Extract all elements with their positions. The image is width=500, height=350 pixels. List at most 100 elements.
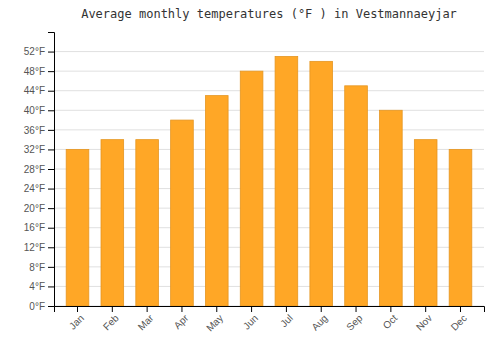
x-tick-label: Mar [136, 312, 156, 332]
x-tick-mark [425, 306, 426, 312]
y-tick: 16°F [24, 222, 54, 233]
y-tick-label: 4°F [29, 281, 45, 292]
x-tick-label: Jan [67, 312, 86, 331]
y-tick: 44°F [24, 85, 54, 96]
y-tick: 8°F [29, 262, 54, 273]
y-tick-label: 52°F [24, 46, 45, 57]
bar [275, 56, 298, 306]
y-tick-mark [48, 286, 54, 287]
x-tick-mark [77, 306, 78, 312]
x-tick: Mar [136, 306, 156, 332]
y-tick-label: 20°F [24, 203, 45, 214]
y-tick-mark [48, 110, 54, 111]
y-tick-mark [48, 149, 54, 150]
x-tick-mark [356, 306, 357, 312]
x-tick-label: May [204, 312, 225, 333]
x-tick: Jun [241, 306, 260, 332]
x-tick: Oct [381, 306, 400, 331]
x-tick: May [204, 306, 225, 334]
y-axis-line [48, 33, 55, 307]
x-tick: Aug [309, 306, 329, 333]
x-tick-label: Jul [278, 312, 295, 329]
bar [101, 140, 124, 306]
y-tick-mark [48, 306, 54, 307]
y-tick-label: 0°F [29, 301, 45, 312]
y-tick-mark [48, 52, 54, 53]
x-tick-label: Feb [101, 312, 121, 332]
y-tick-label: 12°F [24, 242, 45, 253]
x-tick: Dec [449, 306, 469, 333]
x-tick: Apr [172, 306, 191, 331]
grid-line [54, 129, 484, 130]
x-tick-mark [181, 306, 182, 312]
y-tick-mark [48, 247, 54, 248]
x-tick-label: Dec [449, 312, 469, 332]
y-tick-label: 36°F [24, 125, 45, 136]
x-tick: Jan [67, 306, 86, 332]
x-tick-label: Nov [414, 312, 434, 332]
y-tick: 12°F [24, 242, 54, 253]
y-axis: 0°F 4°F 8°F 12°F 16°F 20°F 24°F 28°F 32°F 36°F 40°… [24, 33, 55, 312]
bar [205, 96, 228, 306]
x-tick-label: Aug [309, 312, 329, 332]
y-tick: 40°F [24, 105, 54, 116]
bar [345, 86, 368, 306]
y-tick-label: 44°F [24, 85, 45, 96]
x-tick-label: Sep [344, 312, 365, 333]
x-tick-mark [147, 306, 148, 312]
bar [310, 61, 333, 306]
y-tick-label: 28°F [24, 164, 45, 175]
x-tick-label: Oct [381, 312, 400, 331]
x-tick: Jul [278, 306, 295, 329]
bar [171, 120, 194, 306]
bar [240, 71, 263, 306]
y-tick-mark [48, 189, 54, 190]
x-tick-mark [460, 306, 461, 312]
y-tick: 48°F [24, 66, 54, 77]
bar [414, 140, 437, 306]
y-tick: 28°F [24, 164, 54, 175]
y-tick-label: 8°F [29, 262, 45, 273]
bars [66, 56, 472, 306]
bar [449, 149, 472, 306]
x-tick: Sep [344, 306, 365, 333]
y-tick-label: 24°F [24, 183, 45, 194]
x-axis: Jan Feb Mar Apr May Jun Jul Aug Sep Oct Nov Dec [55, 306, 485, 334]
title: Average monthly temperatures (°F ) in Ve… [81, 7, 457, 21]
y-tick: 4°F [29, 281, 54, 292]
x-tick-mark [216, 306, 217, 312]
bar [136, 140, 159, 306]
y-tick-mark [48, 267, 54, 268]
x-tick-mark [286, 306, 287, 312]
x-tick-mark [390, 306, 391, 312]
y-tick: 24°F [24, 183, 54, 194]
y-tick-label: 32°F [24, 144, 45, 155]
x-tick-label: Apr [172, 312, 191, 331]
x-tick-mark [112, 306, 113, 312]
x-tick: Nov [414, 306, 434, 333]
y-tick: 0°F [29, 301, 54, 312]
x-axis-line [55, 307, 485, 313]
bar [380, 110, 403, 306]
grid-line [54, 51, 484, 52]
y-tick: 52°F [24, 46, 54, 57]
y-tick: 32°F [24, 144, 54, 155]
y-tick-mark [48, 208, 54, 209]
plot-area: Jan Feb Mar Apr May Jun Jul Aug Sep Oct Nov Dec 0°F 4… [24, 33, 485, 334]
y-tick-mark [48, 228, 54, 229]
y-tick-mark [48, 169, 54, 170]
y-tick-mark [48, 130, 54, 131]
grid-line [54, 90, 484, 91]
x-tick-mark [321, 306, 322, 312]
bar [66, 149, 89, 306]
grid-line [54, 110, 484, 111]
x-tick: Feb [101, 306, 121, 332]
x-tick-label: Jun [241, 312, 260, 331]
y-tick: 36°F [24, 125, 54, 136]
grid-line [54, 71, 484, 72]
y-tick-label: 16°F [24, 222, 45, 233]
y-tick-mark [48, 71, 54, 72]
y-tick: 20°F [24, 203, 54, 214]
x-tick-mark [251, 306, 252, 312]
y-tick-label: 48°F [24, 66, 45, 77]
